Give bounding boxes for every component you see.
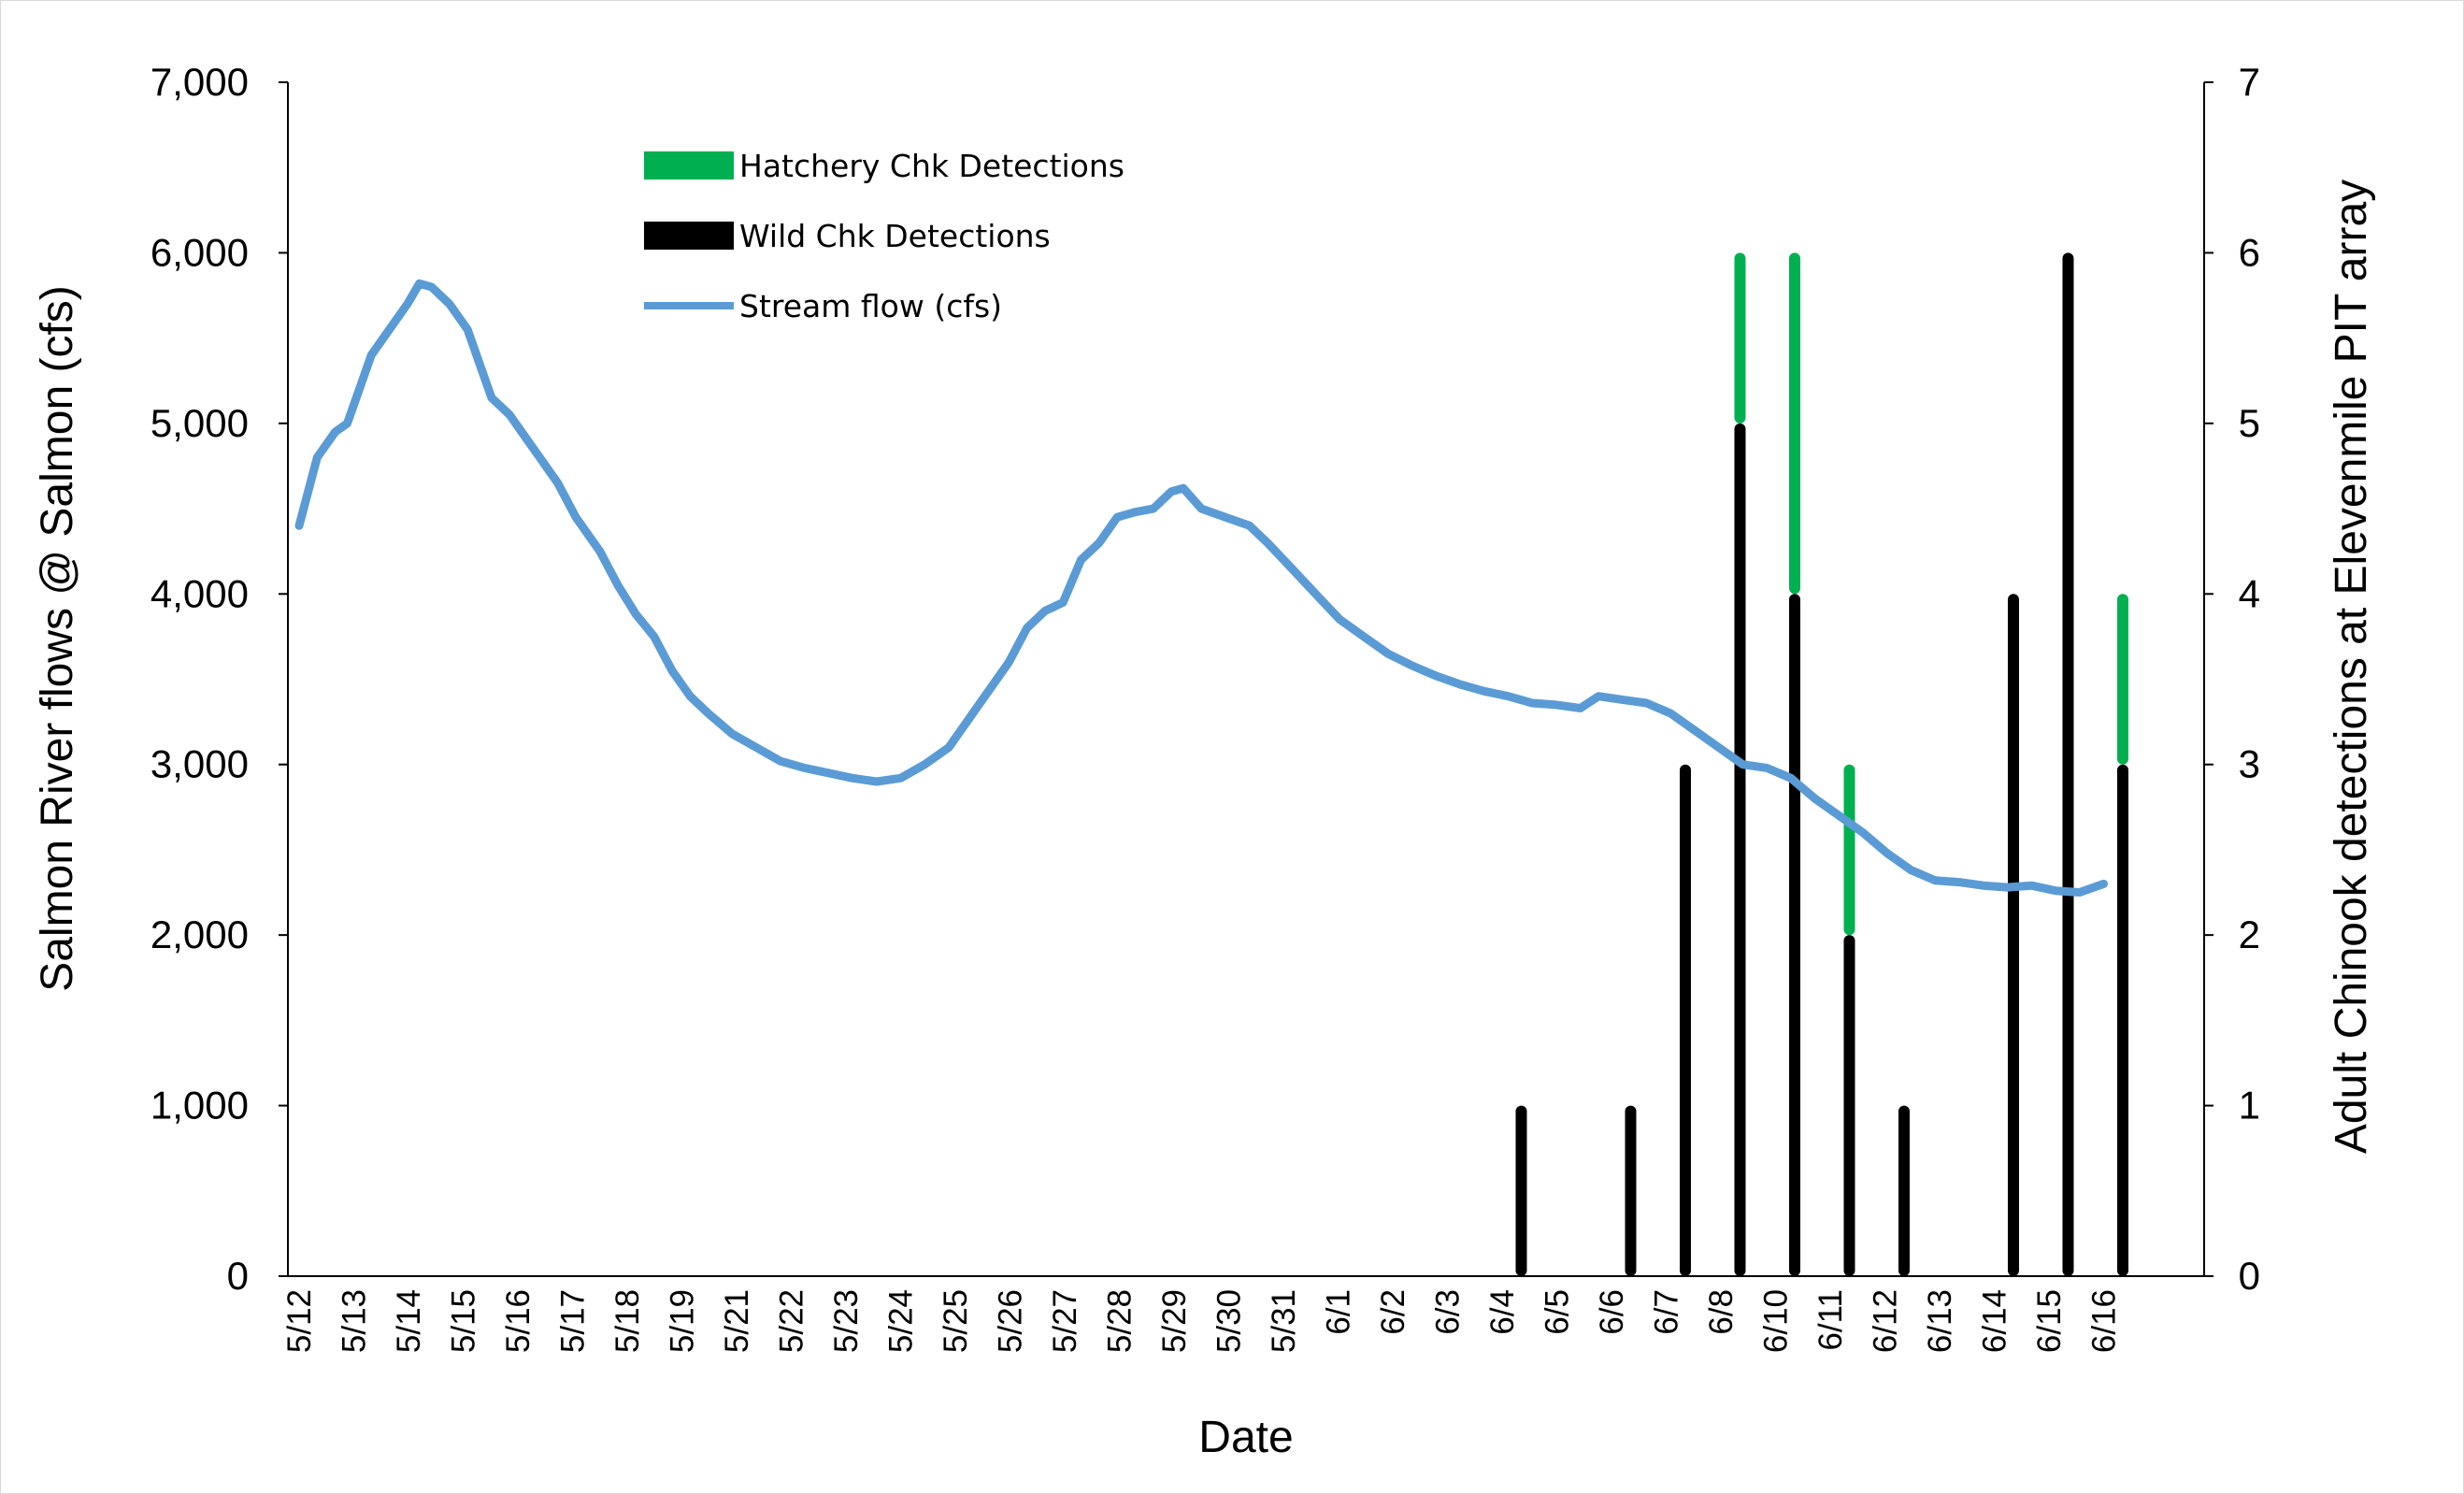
stream-flow-line: [294, 279, 2108, 897]
axes: [287, 82, 2205, 1277]
left-y-tick-label: 0: [227, 1254, 249, 1298]
x-tick-label: 5/12: [281, 1289, 318, 1353]
stream-flow-series: [294, 279, 2108, 897]
x-tick-label: 5/30: [1211, 1289, 1248, 1353]
left-y-tick-label: 6,000: [150, 230, 249, 274]
wild-detection-bar: [1898, 1105, 1910, 1276]
right-y-tick-label: 5: [2239, 401, 2260, 445]
wild-detection-bar: [1734, 423, 1746, 1276]
x-tick-label: 6/3: [1430, 1289, 1467, 1335]
x-tick-label: 6/1: [1321, 1289, 1357, 1335]
hatchery-detection-bar: [1788, 252, 1800, 595]
right-y-tick-label: 0: [2239, 1254, 2260, 1298]
x-tick-label: 5/25: [938, 1289, 974, 1353]
hatchery-detection-bar: [2116, 594, 2128, 765]
x-tick-label: 6/14: [1977, 1289, 2013, 1353]
left-y-tick-label: 4,000: [150, 571, 249, 615]
x-tick-label: 5/18: [609, 1289, 646, 1353]
wild-detection-bar: [1515, 1105, 1527, 1276]
x-tick-label: 5/22: [774, 1289, 810, 1353]
right-y-tick-label: 3: [2239, 742, 2260, 786]
left-y-tick-label: 1,000: [150, 1084, 249, 1128]
left-y-tick-label: 7,000: [150, 60, 249, 104]
x-axis-title: Date: [1198, 1413, 1293, 1462]
x-axis-ticks: 5/12 5/13 5/14 5/15 5/16 5/17 5/18 5/19 5/21 5/22…: [281, 1289, 2123, 1353]
detection-bars: [1515, 252, 2128, 1276]
right-y-tick-label: 4: [2239, 571, 2260, 615]
x-tick-label: 5/13: [337, 1289, 373, 1353]
x-tick-label: 6/12: [1868, 1289, 1904, 1353]
hatchery-detection-bar: [1843, 764, 1855, 936]
x-tick-label: 5/15: [446, 1289, 482, 1353]
wild-detection-bar: [1625, 1105, 1637, 1276]
legend-label-wild: Wild Chk Detections: [739, 218, 1051, 254]
x-tick-label: 6/8: [1703, 1289, 1740, 1335]
x-tick-label: 5/29: [1156, 1289, 1193, 1353]
legend: Hatchery Chk Detections Wild Chk Detecti…: [644, 148, 1125, 324]
x-tick-label: 5/21: [719, 1289, 755, 1353]
x-tick-label: 6/11: [1812, 1289, 1849, 1351]
right-y-tick-label: 1: [2239, 1084, 2260, 1128]
wild-detection-bar: [1788, 594, 1800, 1276]
x-tick-label: 5/16: [500, 1289, 537, 1353]
right-y-tick-label: 2: [2239, 912, 2260, 956]
hatchery-detection-bar: [1734, 252, 1746, 424]
x-tick-label: 6/16: [2086, 1289, 2123, 1353]
left-y-tick-label: 5,000: [150, 401, 249, 445]
right-y-tick-label: 7: [2239, 60, 2260, 104]
x-tick-label: 5/23: [828, 1289, 865, 1353]
x-tick-label: 6/4: [1484, 1289, 1521, 1335]
left-axis-ticks: 0 1,000 2,000 3,000 4,000 5,000 6,000 7,000: [150, 60, 288, 1298]
wild-detection-bar: [2007, 594, 2019, 1276]
x-tick-label: 5/31: [1266, 1289, 1302, 1353]
x-tick-label: 5/17: [555, 1289, 592, 1353]
legend-swatch-wild: [644, 222, 734, 250]
x-tick-label: 6/10: [1758, 1289, 1795, 1353]
x-tick-label: 6/5: [1540, 1289, 1576, 1335]
x-tick-label: 6/6: [1594, 1289, 1630, 1335]
left-y-tick-label: 3,000: [150, 742, 249, 786]
wild-detection-bar: [2116, 764, 2128, 1276]
legend-swatch-hatchery: [644, 151, 734, 180]
x-tick-label: 5/27: [1047, 1289, 1083, 1353]
x-tick-label: 5/14: [391, 1289, 427, 1353]
left-y-tick-label: 2,000: [150, 912, 249, 956]
x-tick-label: 6/13: [1922, 1289, 1958, 1353]
left-y-axis-title: Salmon River flows @ Salmon (cfs): [33, 285, 82, 992]
right-axis-ticks: 0 1 2 3 4 5 6 7: [2204, 60, 2260, 1298]
wild-detection-bar: [1679, 764, 1691, 1276]
legend-label-hatchery: Hatchery Chk Detections: [739, 148, 1125, 184]
x-tick-label: 5/24: [883, 1289, 920, 1353]
x-tick-label: 6/15: [2031, 1289, 2068, 1353]
wild-detection-bar: [2062, 252, 2074, 1276]
x-tick-label: 6/2: [1375, 1289, 1411, 1335]
right-y-tick-label: 6: [2239, 230, 2260, 274]
x-tick-label: 5/26: [993, 1289, 1029, 1353]
right-y-axis-title: Adult Chinook detections at Elevenmile P…: [2327, 180, 2376, 1154]
x-tick-label: 5/19: [665, 1289, 701, 1353]
legend-label-streamflow: Stream flow (cfs): [739, 288, 1002, 324]
x-tick-label: 5/28: [1102, 1289, 1139, 1353]
wild-detection-bar: [1843, 935, 1855, 1276]
x-tick-label: 6/7: [1649, 1289, 1685, 1335]
